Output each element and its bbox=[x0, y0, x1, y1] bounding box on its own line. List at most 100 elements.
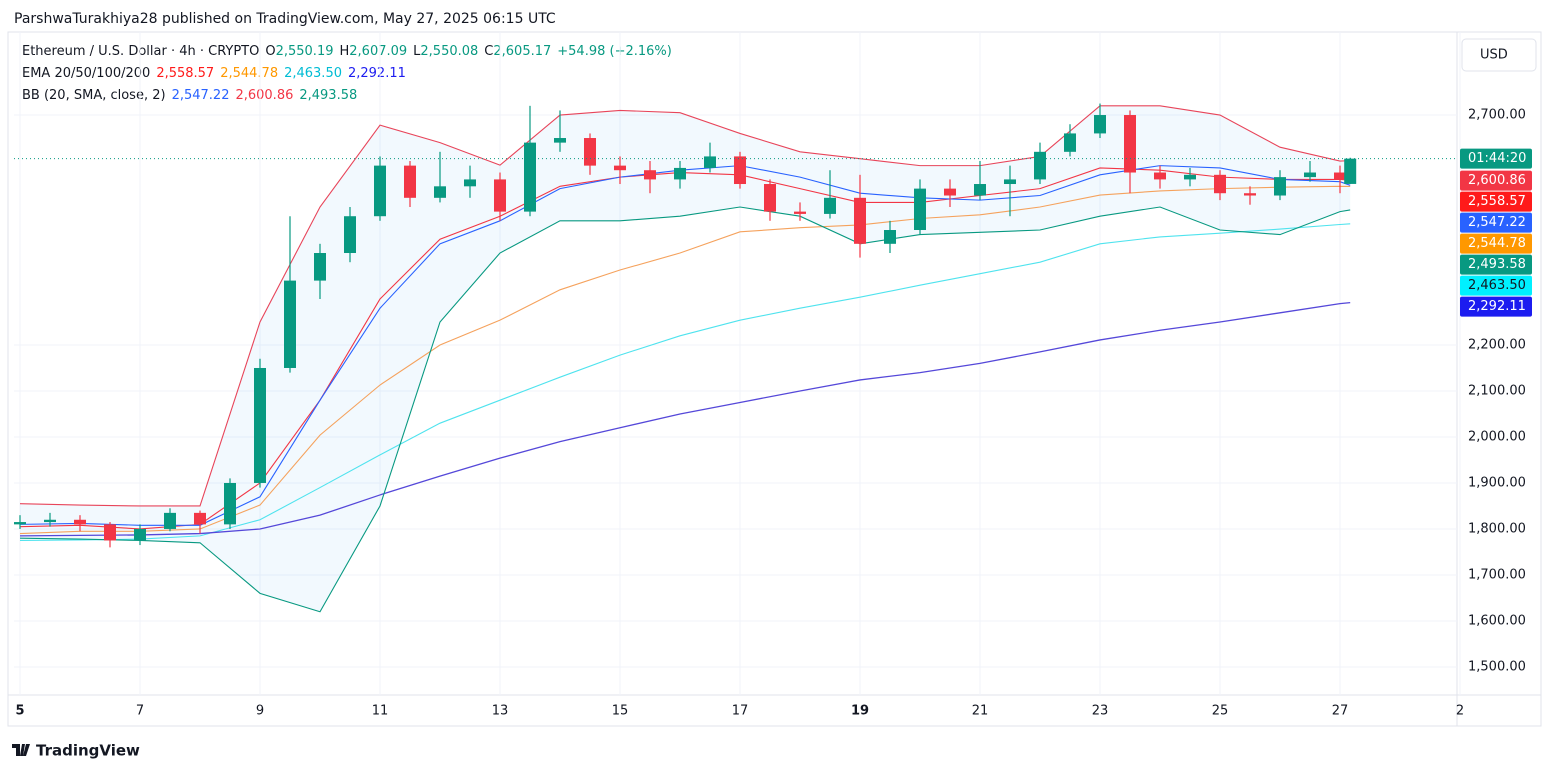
x-tick-label: 21 bbox=[972, 704, 989, 719]
logo bbox=[12, 744, 30, 756]
candle-body bbox=[1034, 151, 1046, 180]
candle-body bbox=[284, 280, 296, 368]
x-tick-label: 17 bbox=[732, 704, 749, 719]
x-tick-label: 5 bbox=[15, 704, 24, 719]
candle-body bbox=[494, 179, 506, 212]
candle-body bbox=[1334, 172, 1346, 180]
ema-legend: EMA 20/50/100/200 2,558.57 2,544.78 2,463.5… bbox=[22, 66, 412, 81]
ohlc-key: L bbox=[413, 44, 421, 59]
candle-body bbox=[104, 524, 116, 541]
ohlc-value: 2,550.19 bbox=[275, 44, 334, 59]
price-tag bbox=[1460, 254, 1532, 275]
candle-body bbox=[704, 156, 716, 168]
countdown: 01:44:20 bbox=[1468, 151, 1526, 166]
x-tick-label: 7 bbox=[136, 704, 144, 719]
y-tick-label: 2,000.00 bbox=[1468, 429, 1526, 444]
legend-value: 2,547.22 bbox=[171, 88, 230, 103]
candle-body bbox=[464, 179, 476, 187]
indicator-line bbox=[19, 105, 1351, 507]
legend-title: EMA 20/50/100/200 bbox=[22, 66, 151, 81]
candle-body bbox=[644, 170, 656, 180]
x-tick-label: 11 bbox=[372, 704, 389, 719]
legend-value: 2,558.57 bbox=[156, 66, 215, 81]
x-tick-label: 27 bbox=[1332, 704, 1349, 719]
legend-value: 2,600.86 bbox=[235, 88, 294, 103]
price-tag bbox=[1460, 233, 1532, 254]
legend-value: 2,493.58 bbox=[299, 88, 358, 103]
x-tick-label: 13 bbox=[492, 704, 509, 719]
ohlc-key: H bbox=[339, 44, 350, 59]
candle-body bbox=[434, 186, 446, 198]
indicator-line bbox=[19, 185, 1351, 535]
candle-body bbox=[554, 138, 566, 143]
y-tick-label: 2,100.00 bbox=[1468, 383, 1526, 398]
candle-body bbox=[224, 482, 236, 525]
candle-body bbox=[584, 138, 596, 166]
price-tag-label: 2,544.78 bbox=[1468, 236, 1526, 251]
y-tick-label: 2,700.00 bbox=[1468, 108, 1526, 123]
candle-body bbox=[674, 167, 686, 180]
price-tag-label: 2,463.50 bbox=[1468, 278, 1526, 293]
x-tick-label: 25 bbox=[1212, 704, 1229, 719]
change: +54.98 (+2.16%) bbox=[557, 44, 672, 59]
candle-body bbox=[1124, 115, 1136, 173]
price-tag bbox=[1460, 170, 1532, 191]
price-tag bbox=[1460, 275, 1532, 296]
price-tag-label: 2,292.11 bbox=[1468, 299, 1526, 314]
candle-body bbox=[1064, 133, 1076, 152]
candle-body bbox=[614, 165, 626, 171]
candle-body bbox=[344, 216, 356, 254]
candle-body bbox=[1154, 172, 1166, 180]
candle-body bbox=[1004, 179, 1016, 185]
ohlc-value: 2,607.09 bbox=[349, 44, 408, 59]
candle-body bbox=[914, 188, 926, 231]
price-tag-label: 2,600.86 bbox=[1468, 173, 1526, 188]
y-tick-label: 1,900.00 bbox=[1468, 475, 1526, 490]
footer-logo-text: TradingView bbox=[36, 742, 140, 760]
symbol-legend: Ethereum / U.S. Dollar · 4h · CRYPTO O2,5… bbox=[22, 44, 678, 59]
candle-body bbox=[884, 230, 896, 244]
candle-body bbox=[734, 156, 746, 185]
x-tick-label: 2 bbox=[1456, 704, 1464, 719]
y-tick-label: 1,800.00 bbox=[1468, 521, 1526, 536]
x-tick-label: 9 bbox=[256, 704, 264, 719]
candle-body bbox=[1094, 115, 1106, 134]
price-tag bbox=[1460, 212, 1532, 233]
indicator-line bbox=[19, 301, 1351, 537]
attribution: ParshwaTurakhiya28 published on TradingV… bbox=[14, 11, 556, 27]
candle-body bbox=[524, 142, 536, 212]
bb-fill bbox=[20, 105, 1351, 612]
x-tick-label: 23 bbox=[1092, 704, 1109, 719]
bb-legend: BB (20, SMA, close, 2) 2,547.22 2,600.86 2,… bbox=[22, 88, 363, 103]
candle-body bbox=[794, 211, 806, 214]
price-tag-label: 2,558.57 bbox=[1468, 194, 1526, 209]
price-tag-label: 2,547.22 bbox=[1468, 215, 1526, 230]
price-tag bbox=[1460, 191, 1532, 212]
candle-body bbox=[764, 184, 776, 212]
x-tick-label: 19 bbox=[851, 704, 869, 719]
ohlc-key: O bbox=[265, 44, 276, 59]
symbol: Ethereum / U.S. Dollar · 4h · CRYPTO bbox=[22, 44, 260, 59]
countdown-tag bbox=[1460, 148, 1532, 169]
candle-body bbox=[314, 253, 326, 281]
x-tick-label: 15 bbox=[612, 704, 629, 719]
legend-title: BB (20, SMA, close, 2) bbox=[22, 88, 166, 103]
candle-body bbox=[14, 522, 26, 525]
currency[interactable]: USD bbox=[1480, 48, 1508, 63]
candle-body bbox=[164, 512, 176, 529]
candle-body bbox=[194, 512, 206, 525]
legend-value: 2,292.11 bbox=[347, 66, 406, 81]
ohlc-key: C bbox=[484, 44, 494, 59]
y-tick-label: 1,600.00 bbox=[1468, 613, 1526, 628]
candle-body bbox=[44, 519, 56, 523]
legend-value: 2,544.78 bbox=[220, 66, 279, 81]
candle-body bbox=[374, 165, 386, 217]
candle-body bbox=[824, 197, 836, 214]
candle-body bbox=[74, 519, 86, 525]
candle-body bbox=[1244, 193, 1256, 196]
ohlc-value: 2,550.08 bbox=[420, 44, 479, 59]
candle-body bbox=[944, 188, 956, 196]
currency-button[interactable] bbox=[1461, 38, 1537, 72]
candle-body bbox=[1214, 174, 1226, 194]
